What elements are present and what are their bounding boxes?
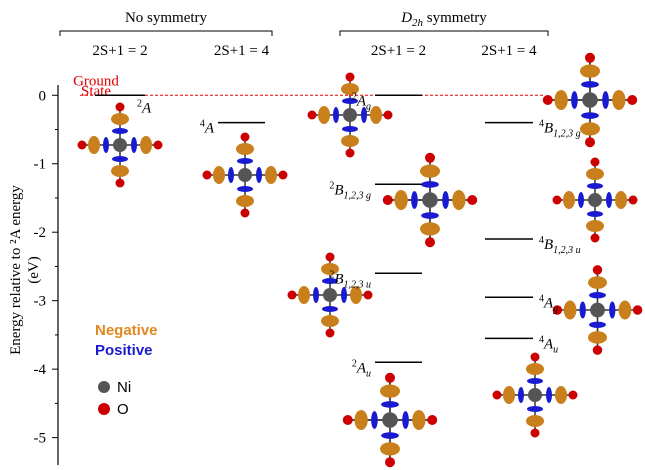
level-label-sub: g <box>553 303 558 314</box>
level-label: 2A <box>137 98 152 116</box>
orbital-image <box>288 253 373 338</box>
level-label: 2Au <box>352 358 371 379</box>
y-tick-label: -3 <box>34 294 47 310</box>
orbital-image <box>553 158 638 243</box>
level-label-sub: 1,2,3 u <box>344 279 372 290</box>
atom-label: Ni <box>117 379 131 396</box>
level-label-main: A <box>204 121 215 137</box>
legend-entry: Positive <box>95 342 153 359</box>
atom-swatch <box>98 381 110 393</box>
orbital-image <box>553 265 643 355</box>
level-label-sub: g <box>366 101 371 112</box>
legend-entry: Negative <box>95 322 158 339</box>
level-label-main: B <box>544 121 553 137</box>
level-label-sub: u <box>366 368 371 379</box>
y-tick-label: -2 <box>34 225 47 241</box>
level-label-main: B <box>334 271 343 287</box>
orbital-image <box>493 353 578 438</box>
group-bracket <box>60 31 272 36</box>
column-label: 2S+1 = 2 <box>371 43 426 59</box>
level-label: 4Au <box>539 334 558 355</box>
level-label-sub: u <box>553 344 558 355</box>
atom-swatch <box>98 403 110 415</box>
level-label: 4B1,2,3 g <box>539 119 581 140</box>
y-tick-label: -4 <box>34 362 47 378</box>
level-label-sub: 1,2,3 g <box>553 129 581 140</box>
level-label-main: A <box>141 100 152 116</box>
group-title: No symmetry <box>125 10 208 26</box>
column-label: 2S+1 = 4 <box>214 43 270 59</box>
orbital-image <box>203 133 288 218</box>
group-title-sub: 2h <box>412 17 424 29</box>
level-label: 4Ag <box>539 293 558 314</box>
y-tick-label: -1 <box>34 157 47 173</box>
level-label: 4A <box>200 119 215 137</box>
orbital-image <box>308 73 393 158</box>
chart: 0 -1 -2 -3 -4 -5 Energy relative to ²A energy(… <box>0 0 645 470</box>
ground-state-label: State <box>81 83 111 99</box>
orbital-image <box>343 373 437 467</box>
column-label: 2S+1 = 4 <box>481 43 537 59</box>
group-title-main: D <box>400 10 412 26</box>
y-tick-label: 0 <box>39 88 47 104</box>
level-label: 2Ag <box>352 91 371 112</box>
level-label-main: B <box>334 182 343 198</box>
y-axis-label-line: Energy relative to ²A energy <box>8 185 24 355</box>
level-label-sub: 1,2,3 g <box>344 190 372 201</box>
y-axis-label: Energy relative to ²A energy(eV) <box>8 185 42 355</box>
column-label: 2S+1 = 2 <box>92 43 147 59</box>
level-label-sub: 1,2,3 u <box>553 245 581 256</box>
group-title-text: No symmetry <box>125 10 208 26</box>
y-tick-label: -5 <box>34 431 47 447</box>
group-title: D2h symmetry <box>400 10 487 29</box>
y-axis-label-line: (eV) <box>26 256 42 283</box>
level-label: 4B1,2,3 u <box>539 235 581 256</box>
level-label: 2B1,2,3 u <box>329 269 371 290</box>
atom-label: O <box>117 401 129 418</box>
level-label-main: B <box>544 237 553 253</box>
group-title-text: symmetry <box>423 10 487 26</box>
group-bracket <box>340 31 548 36</box>
level-label: 2B1,2,3 g <box>329 180 371 201</box>
orbital-image <box>383 153 477 247</box>
